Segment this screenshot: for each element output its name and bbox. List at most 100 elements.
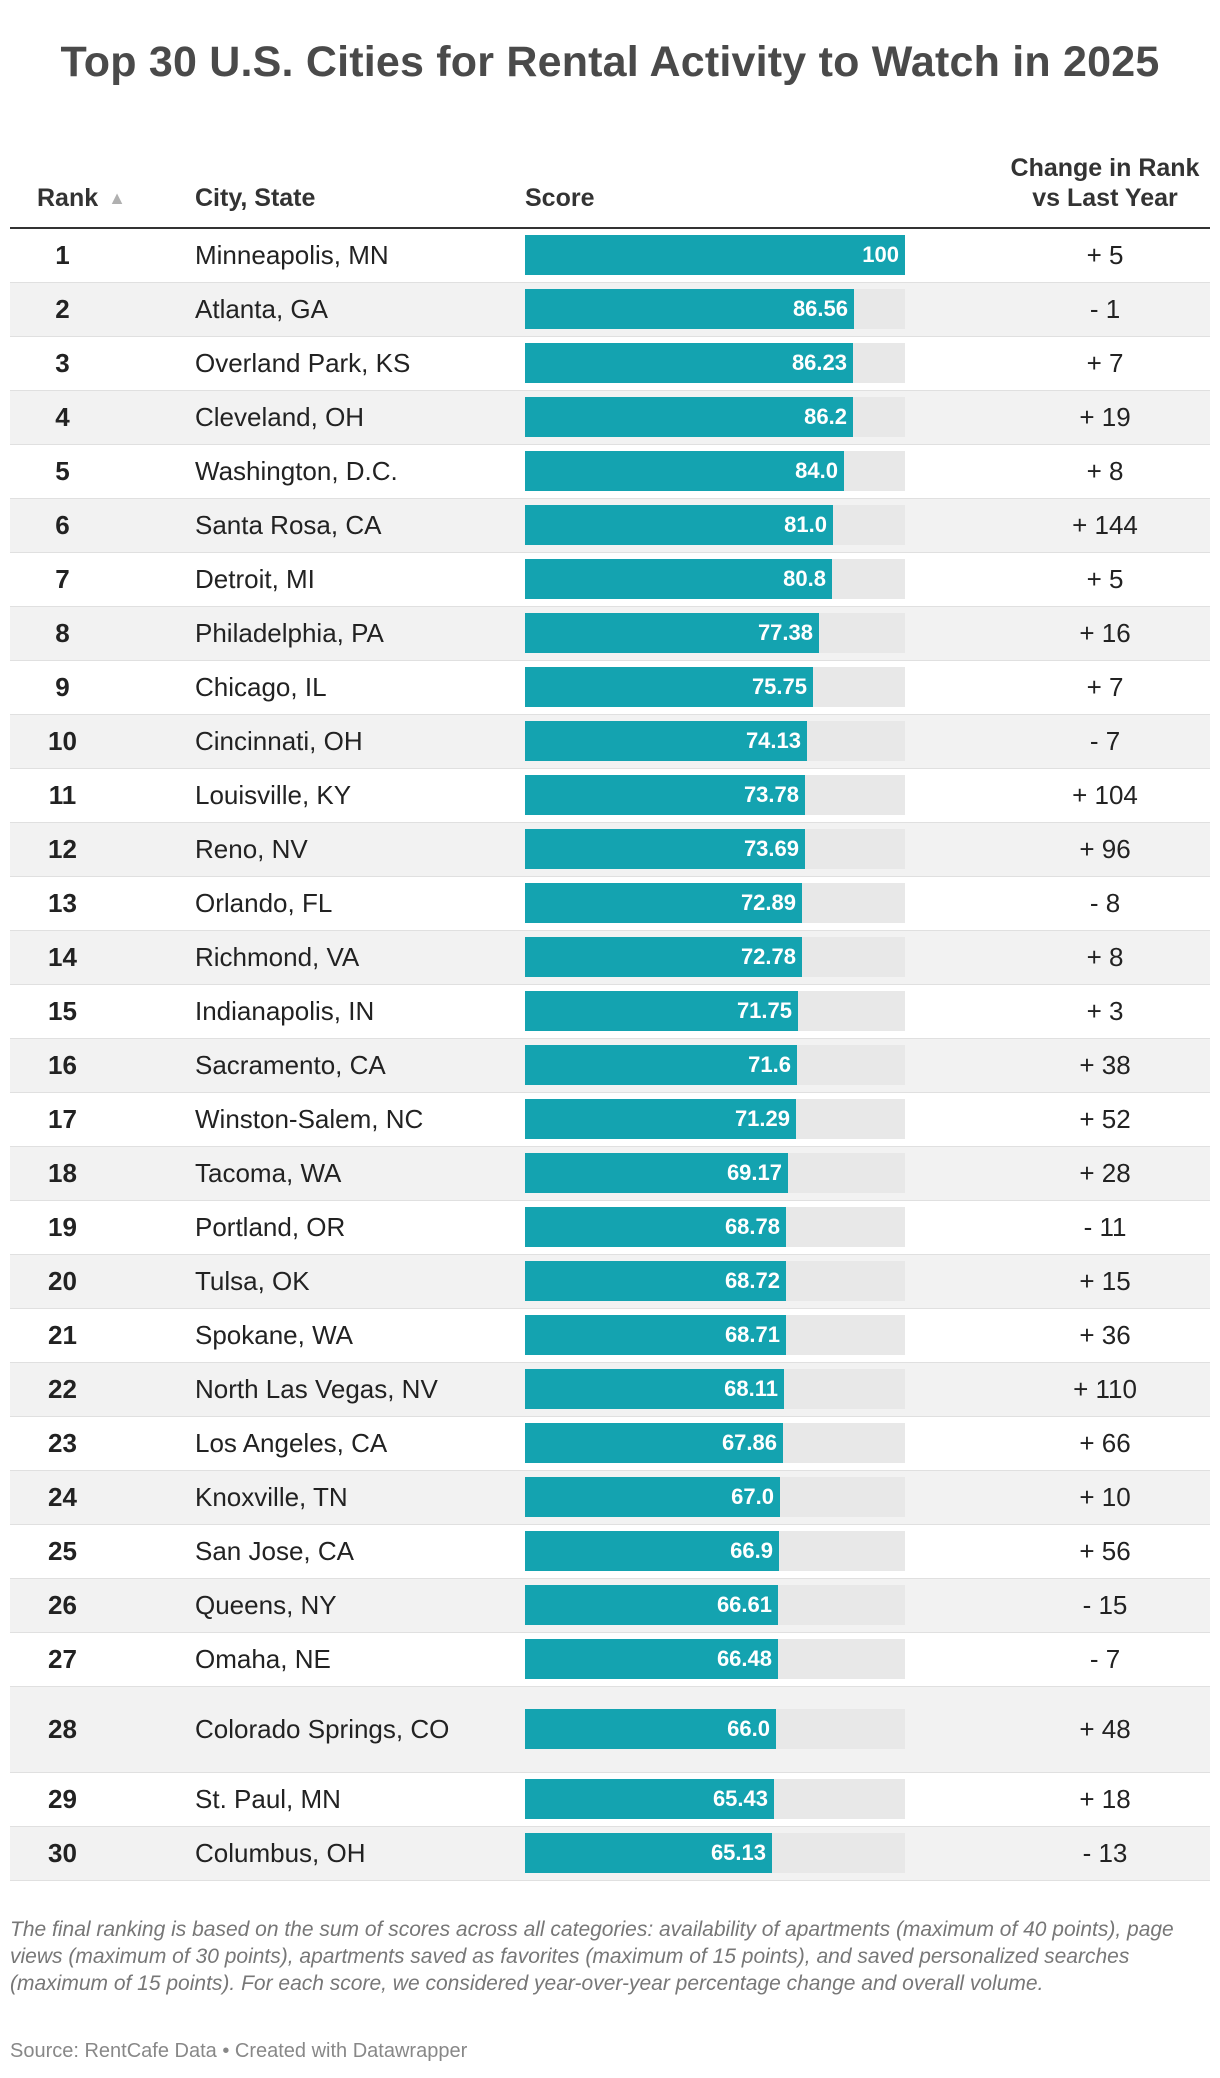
rank-cell: 13 — [10, 876, 195, 931]
rank-change-cell: + 144 — [1000, 498, 1210, 553]
rank-cell: 10 — [10, 714, 195, 769]
rank-cell: 21 — [10, 1308, 195, 1363]
column-header-city[interactable]: City, State — [195, 140, 525, 229]
score-cell: 86.2 — [525, 390, 1000, 445]
rank-cell: 28 — [10, 1686, 195, 1773]
score-value-label: 67.0 — [731, 1484, 774, 1509]
score-bar — [525, 1709, 776, 1749]
rank-change-cell: - 7 — [1000, 714, 1210, 769]
score-bar-track: 68.11 — [525, 1369, 905, 1409]
score-bar — [525, 1531, 779, 1571]
score-bar — [525, 1639, 778, 1679]
table-row: 28 Colorado Springs, CO 66.0 + 48 — [10, 1686, 1210, 1773]
city-cell: Indianapolis, IN — [195, 984, 525, 1039]
rank-change-cell: + 52 — [1000, 1092, 1210, 1147]
score-cell: 67.0 — [525, 1470, 1000, 1525]
table-row: 4 Cleveland, OH 86.2 + 19 — [10, 390, 1210, 445]
table-header-row: Rank ▲ City, State Score Change in Rank v… — [10, 140, 1210, 229]
score-cell: 68.78 — [525, 1200, 1000, 1255]
score-bar-track: 77.38 — [525, 613, 905, 653]
score-value-label: 86.2 — [804, 404, 847, 429]
score-bar — [525, 937, 802, 977]
score-bar-track: 67.0 — [525, 1477, 905, 1517]
score-cell: 71.75 — [525, 984, 1000, 1039]
score-value-label: 84.0 — [795, 458, 838, 483]
rank-change-cell: + 10 — [1000, 1470, 1210, 1525]
score-value-label: 86.23 — [791, 350, 847, 375]
score-cell: 66.0 — [525, 1686, 1000, 1773]
table-row: 14 Richmond, VA 72.78 + 8 — [10, 930, 1210, 985]
city-cell: Tacoma, WA — [195, 1146, 525, 1201]
rank-change-cell: + 16 — [1000, 606, 1210, 661]
score-value-label: 69.17 — [726, 1160, 782, 1185]
city-cell: Colorado Springs, CO — [195, 1686, 525, 1773]
table-row: 27 Omaha, NE 66.48 - 7 — [10, 1632, 1210, 1687]
score-cell: 65.43 — [525, 1772, 1000, 1827]
score-bar-track: 73.78 — [525, 775, 905, 815]
table-row: 12 Reno, NV 73.69 + 96 — [10, 822, 1210, 877]
rank-cell: 30 — [10, 1826, 195, 1881]
score-bar — [525, 397, 853, 437]
column-header-change[interactable]: Change in Rank vs Last Year — [1000, 140, 1210, 229]
city-cell: Minneapolis, MN — [195, 228, 525, 283]
city-cell: Atlanta, GA — [195, 282, 525, 337]
table-row: 1 Minneapolis, MN 100 + 5 — [10, 228, 1210, 283]
table-row: 29 St. Paul, MN 65.43 + 18 — [10, 1772, 1210, 1827]
city-cell: Orlando, FL — [195, 876, 525, 931]
rank-change-cell: + 38 — [1000, 1038, 1210, 1093]
score-bar-track: 75.75 — [525, 667, 905, 707]
rank-change-cell: + 36 — [1000, 1308, 1210, 1363]
rank-change-cell: + 66 — [1000, 1416, 1210, 1471]
score-value-label: 66.48 — [716, 1646, 772, 1671]
city-cell: Queens, NY — [195, 1578, 525, 1633]
score-bar-track: 66.61 — [525, 1585, 905, 1625]
score-value-label: 80.8 — [783, 566, 826, 591]
rank-cell: 15 — [10, 984, 195, 1039]
table-row: 23 Los Angeles, CA 67.86 + 66 — [10, 1416, 1210, 1471]
city-cell: Spokane, WA — [195, 1308, 525, 1363]
rank-change-cell: + 48 — [1000, 1686, 1210, 1773]
city-cell: Cincinnati, OH — [195, 714, 525, 769]
score-value-label: 100 — [862, 242, 899, 268]
score-value-label: 68.11 — [724, 1376, 778, 1401]
score-bar — [525, 1207, 786, 1247]
city-cell: Portland, OR — [195, 1200, 525, 1255]
score-bar — [525, 883, 802, 923]
score-bar-track: 86.56 — [525, 289, 905, 329]
score-bar — [525, 721, 807, 761]
rank-cell: 4 — [10, 390, 195, 445]
score-value-label: 66.9 — [730, 1538, 773, 1563]
score-value-label: 67.86 — [721, 1430, 777, 1455]
score-cell: 74.13 — [525, 714, 1000, 769]
score-cell: 73.78 — [525, 768, 1000, 823]
score-bar — [525, 1153, 788, 1193]
sort-ascending-icon[interactable]: ▲ — [108, 188, 126, 208]
rank-cell: 3 — [10, 336, 195, 391]
score-bar-track: 73.69 — [525, 829, 905, 869]
score-value-label: 72.78 — [740, 944, 796, 969]
score-bar — [525, 1779, 774, 1819]
rank-change-cell: + 96 — [1000, 822, 1210, 877]
rank-cell: 23 — [10, 1416, 195, 1471]
column-header-score[interactable]: Score — [525, 140, 1000, 229]
score-bar-track: 100 — [525, 235, 905, 276]
score-bar — [525, 1477, 780, 1517]
city-cell: Chicago, IL — [195, 660, 525, 715]
score-cell: 68.71 — [525, 1308, 1000, 1363]
score-bar — [525, 1315, 786, 1355]
column-header-rank[interactable]: Rank ▲ — [10, 140, 195, 229]
rank-change-cell: - 11 — [1000, 1200, 1210, 1255]
score-bar-track: 68.78 — [525, 1207, 905, 1247]
score-bar — [525, 451, 844, 491]
score-bar-track: 68.71 — [525, 1315, 905, 1355]
score-bar — [525, 343, 853, 383]
score-bar — [525, 1423, 783, 1463]
score-value-label: 74.13 — [745, 728, 801, 753]
score-value-label: 68.71 — [724, 1322, 780, 1347]
score-bar-track: 65.13 — [525, 1833, 905, 1873]
score-bar — [525, 667, 813, 707]
score-value-label: 71.29 — [734, 1106, 790, 1131]
table-row: 3 Overland Park, KS 86.23 + 7 — [10, 336, 1210, 391]
score-bar-track: 86.23 — [525, 343, 905, 383]
score-bar-track: 80.8 — [525, 559, 905, 599]
